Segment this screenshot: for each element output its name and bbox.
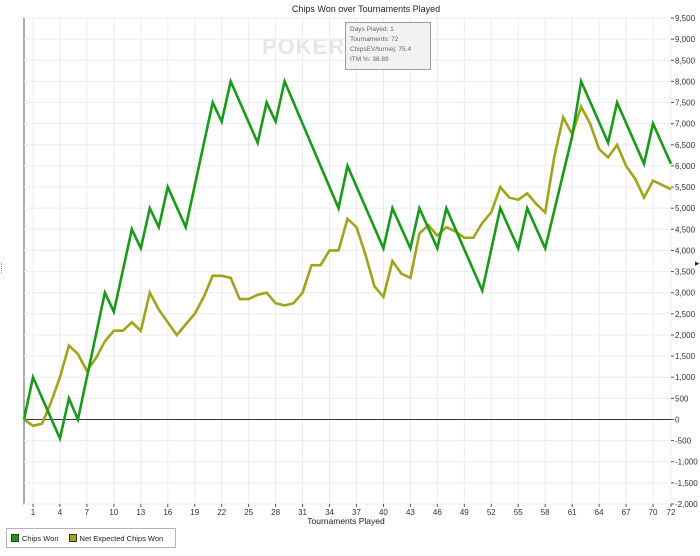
x-tick-label: 72 — [667, 508, 676, 517]
x-tick-label: 70 — [649, 508, 658, 517]
x-tick-label: 25 — [244, 508, 253, 517]
legend-label: Chips Won — [22, 533, 59, 543]
y-tick-label: 5,500 — [675, 183, 696, 192]
y-tick-label: 7,500 — [675, 99, 696, 108]
x-tick-label: 4 — [58, 508, 63, 517]
plot-frame — [23, 17, 672, 505]
x-tick-label: 52 — [487, 508, 496, 517]
legend-item-chips-won[interactable]: Chips Won — [11, 534, 59, 543]
x-axis-label: Tournaments Played — [307, 516, 385, 526]
x-tick-label: 22 — [217, 508, 226, 517]
cursor-arrow-icon: ▸ — [695, 258, 700, 268]
y-tick-label: -500 — [675, 437, 692, 446]
series-line-net-expected-chips-won — [23, 103, 672, 428]
y-tick-label: 3,000 — [675, 289, 696, 298]
tooltip: Days Played: 1 Tournaments: 72 ChipsEV/t… — [345, 22, 431, 70]
x-tick-label: 46 — [433, 508, 442, 517]
y-tick-label: -1,500 — [675, 479, 698, 488]
x-tick-label: 13 — [136, 508, 145, 517]
y-tick-label: 4,500 — [675, 225, 696, 234]
x-tick-label: 64 — [595, 508, 604, 517]
y-tick-label: 2,000 — [675, 331, 696, 340]
legend-item-net-expected[interactable]: Net Expected Chips Won — [68, 533, 164, 543]
grid — [24, 17, 672, 505]
y-tick-label: 6,000 — [675, 162, 696, 171]
x-tick-label: 49 — [460, 508, 469, 517]
y-tick-label: 8,000 — [675, 77, 696, 86]
chart-title: Chips Won over Tournaments Played — [292, 4, 440, 14]
watermark-logo: POKER — [262, 34, 345, 59]
y-tick-label: 1,500 — [675, 352, 696, 361]
legend: Chips Won Net Expected Chips Won — [6, 528, 176, 548]
x-tick-label: 19 — [190, 508, 199, 517]
x-tick-label: 55 — [514, 508, 523, 517]
y-tick-label: 500 — [675, 394, 689, 403]
x-tick-label: 34 — [325, 508, 334, 517]
x-tick-label: 37 — [352, 508, 361, 517]
tooltip-line-itm: ITM %: 38.89 — [350, 56, 389, 63]
y-tick-label: 9,500 — [675, 14, 696, 23]
axes: 1 4 7 10 13 16 19 22 25 28 31 34 37 40 43 46 49 52 55 58 61 6… — [24, 14, 698, 517]
resize-handle[interactable] — [1, 263, 4, 273]
y-tick-label: 1,000 — [675, 373, 696, 382]
x-tick-label: 1 — [31, 508, 36, 517]
x-tick-label: 31 — [298, 508, 307, 517]
x-tick-label: 16 — [163, 508, 172, 517]
y-tick-label: 9,000 — [675, 35, 696, 44]
x-tick-label: 58 — [541, 508, 550, 517]
legend-swatch-net-expected — [68, 534, 77, 542]
y-tick-label: -1,000 — [675, 458, 698, 467]
y-tick-label: 8,500 — [675, 56, 696, 65]
x-tick-label: 61 — [568, 508, 577, 517]
y-tick-label: 6,500 — [675, 141, 696, 150]
x-tick-label: 10 — [109, 508, 118, 517]
x-tick-label: 67 — [622, 508, 631, 517]
y-tick-label: 3,500 — [675, 268, 696, 277]
y-tick-label: 0 — [675, 415, 680, 424]
x-tick-label: 7 — [85, 508, 90, 517]
y-tick-label: 4,000 — [675, 246, 696, 255]
y-tick-label: 5,000 — [675, 204, 696, 213]
y-tick-label: 7,000 — [675, 120, 696, 129]
legend-swatch-chips-won — [11, 534, 19, 542]
tooltip-line-chipsev: ChipsEV/turniej: 75.4 — [350, 46, 412, 53]
y-tick-label: -2,000 — [675, 500, 698, 509]
legend-label: Net Expected Chips Won — [79, 533, 164, 543]
x-tick-label: 40 — [379, 508, 388, 517]
y-tick-label: 2,500 — [675, 310, 696, 319]
x-tick-label: 43 — [406, 508, 415, 517]
x-tick-label: 28 — [271, 508, 280, 517]
series-line-chips-won — [22, 76, 673, 443]
series-lines — [22, 76, 673, 443]
tooltip-line-tournaments: Tournaments: 72 — [350, 36, 399, 43]
tooltip-line-days: Days Played: 1 — [350, 26, 394, 33]
